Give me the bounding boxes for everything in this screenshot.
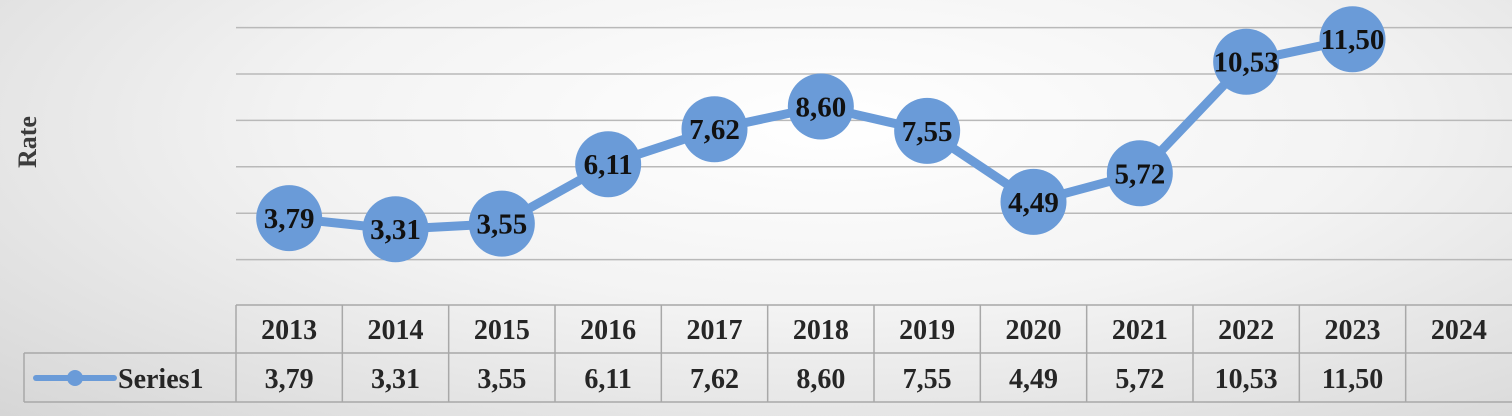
data-label: 3,55	[476, 209, 527, 241]
legend-marker	[67, 370, 83, 386]
x-tick-label: 2019	[899, 315, 955, 346]
x-tick-label: 2013	[261, 315, 317, 346]
x-tick-label: 2021	[1112, 315, 1168, 346]
data-table: 2013 3,79 2014 3,31 2015 3,55 2016 6,11 2017 7,62…	[23, 304, 1512, 403]
table-cell: 4,49	[1009, 364, 1058, 395]
x-tick-label: 2020	[1006, 315, 1062, 346]
x-tick-label: 2015	[474, 315, 530, 346]
table-cell: 7,62	[690, 364, 739, 395]
y-axis-label: Rate	[13, 116, 42, 168]
data-point	[1000, 168, 1067, 235]
x-tick-label: 2022	[1218, 315, 1274, 346]
data-label: 6,11	[584, 149, 633, 181]
data-label: 5,72	[1114, 158, 1165, 190]
data-point	[468, 190, 535, 257]
data-point	[362, 196, 429, 263]
table-cell: 10,53	[1215, 364, 1278, 395]
x-tick-label: 2018	[793, 315, 849, 346]
x-tick-label: 2016	[580, 315, 636, 346]
gridlines	[236, 26, 1512, 261]
data-point	[894, 97, 961, 164]
data-label: 10,53	[1214, 47, 1279, 79]
table-cell: 7,55	[903, 364, 952, 395]
data-point	[1106, 140, 1173, 207]
data-label: 4,49	[1008, 187, 1059, 219]
data-label: 8,60	[795, 91, 846, 123]
data-point	[256, 185, 323, 252]
data-label: 7,55	[902, 116, 953, 148]
table-cell: 3,55	[477, 364, 526, 395]
data-label: 7,62	[689, 114, 740, 146]
data-point	[1319, 6, 1386, 73]
table-cell: 8,60	[796, 364, 845, 395]
data-point	[681, 96, 748, 163]
plot-area: 3,79 3,31 3,55 6,11 7,62 8,60 7,55 4,49 5,72 10,5…	[256, 6, 1386, 263]
table-cell: 3,31	[371, 364, 420, 395]
x-tick-label: 2017	[687, 315, 743, 346]
data-point	[1213, 28, 1280, 95]
data-point	[575, 131, 642, 198]
table-cell: 5,72	[1115, 364, 1164, 395]
data-label: 3,31	[370, 214, 421, 246]
x-tick-label: 2024	[1431, 315, 1487, 346]
data-label: 3,79	[264, 203, 315, 235]
x-tick-label: 2014	[368, 315, 424, 346]
data-point	[787, 73, 854, 140]
table-cell: 3,79	[265, 364, 314, 395]
x-tick-label: 2023	[1325, 315, 1381, 346]
table-cell: 11,50	[1322, 364, 1383, 395]
table-cell: 6,11	[584, 364, 631, 395]
legend-entry: Series1	[118, 364, 204, 395]
data-label: 11,50	[1321, 24, 1385, 56]
